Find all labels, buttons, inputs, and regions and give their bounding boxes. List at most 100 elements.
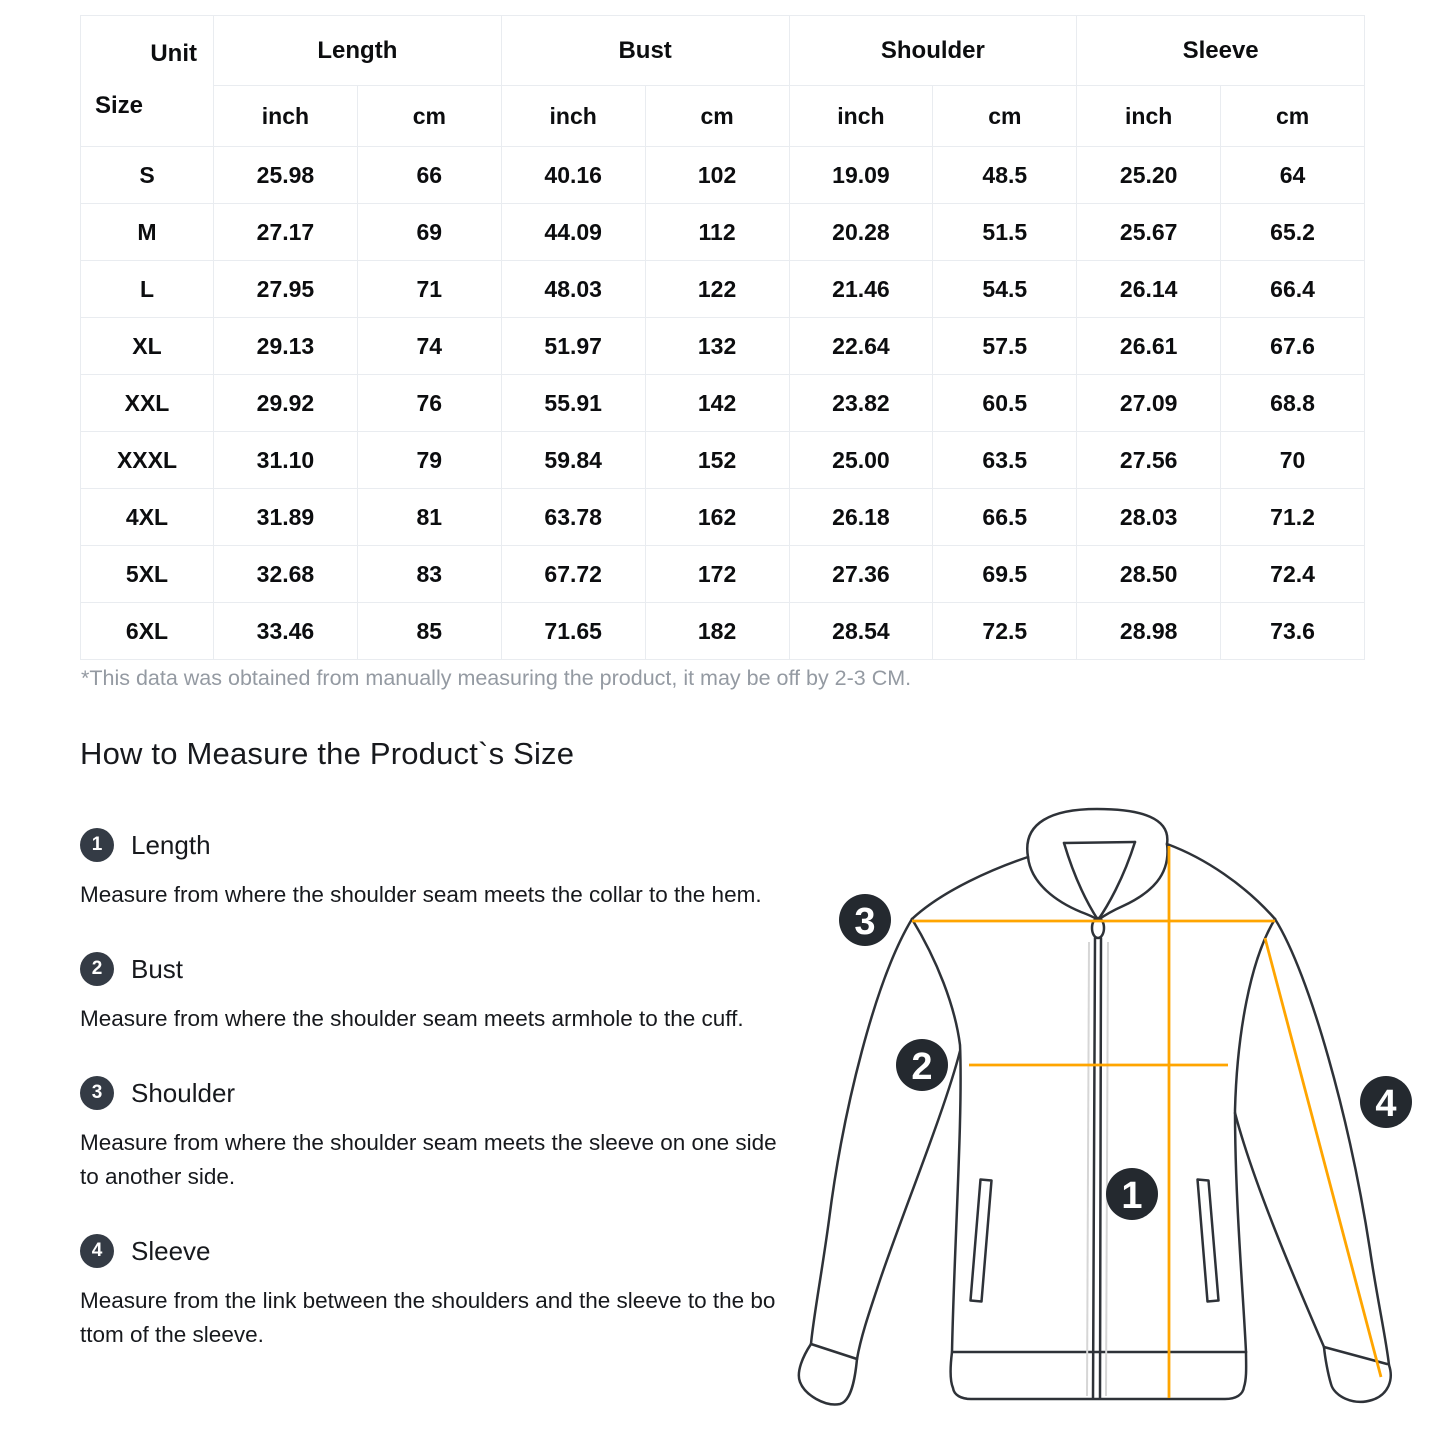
- marker-2: 2: [896, 1039, 948, 1091]
- collar-outer-left: [1026, 855, 1100, 922]
- unit-header-cm: cm: [644, 85, 790, 147]
- value-cell: 33.46: [213, 602, 358, 660]
- left-pocket-slit: [969, 1178, 993, 1303]
- measure-step: 1 Length Measure from where the shoulder s…: [80, 828, 786, 912]
- value-cell: 29.92: [213, 374, 358, 432]
- hem-band: [949, 1350, 1248, 1401]
- placket-lines: [1086, 941, 1109, 1397]
- value-cell: 31.89: [213, 488, 358, 546]
- value-cell: 64: [1220, 146, 1365, 204]
- collar-fold-line: [1062, 840, 1137, 845]
- step-description: Measure from where the shoulder seam mee…: [80, 882, 762, 907]
- step-title: Sleeve: [131, 1235, 211, 1266]
- value-cell: 83: [356, 545, 502, 603]
- measurement-lines: [912, 846, 1383, 1398]
- table-row: 6XL 33.46 85 71.65 182 28.54 72.5 28.98 73.6: [80, 602, 1365, 660]
- jacket-measure-diagram: 1 2 3 4: [785, 780, 1445, 1410]
- step-description: Measure from where the shoulder seam mee…: [80, 1130, 777, 1189]
- step-number-badge: 3: [80, 1076, 114, 1110]
- left-cuff: [797, 1342, 859, 1406]
- value-cell: 66.4: [1220, 260, 1365, 318]
- value-cell: 28.54: [788, 602, 934, 660]
- value-cell: 48.5: [932, 146, 1078, 204]
- left-sleeve-outer: [809, 917, 914, 1346]
- value-cell: 27.56: [1076, 431, 1222, 489]
- value-cell: 74: [356, 317, 502, 375]
- table-row: M 27.17 69 44.09 112 20.28 51.5 25.67 65.2: [80, 203, 1365, 261]
- value-cell: 122: [644, 260, 790, 318]
- step-title: Length: [131, 829, 211, 860]
- column-group-shoulder: Shoulder: [788, 15, 1078, 86]
- placket-line-left: [1086, 941, 1090, 1397]
- value-cell: 20.28: [788, 203, 934, 261]
- unit-header-cm: cm: [932, 85, 1078, 147]
- right-sleeve-outer: [1273, 917, 1391, 1367]
- value-cell: 66: [356, 146, 502, 204]
- value-cell: 54.5: [932, 260, 1078, 318]
- value-cell: 25.98: [213, 146, 358, 204]
- size-cell: XL: [80, 317, 214, 375]
- zipper-line-right: [1098, 936, 1103, 1400]
- size-chart-table: Unit Size Length Bust Shoulder Sleeve in…: [80, 15, 1365, 660]
- size-cell: L: [80, 260, 214, 318]
- size-cell: 6XL: [80, 602, 214, 660]
- zipper-pull: [1090, 916, 1106, 940]
- unit-header-inch: inch: [1076, 85, 1222, 147]
- value-cell: 72.4: [1220, 545, 1365, 603]
- value-cell: 22.64: [788, 317, 934, 375]
- step-description: Measure from where the shoulder seam mee…: [80, 1006, 744, 1031]
- svg-text:2: 2: [911, 1046, 932, 1088]
- left-shoulder-seam: [910, 855, 1030, 921]
- value-cell: 25.00: [788, 431, 934, 489]
- table-unit-header-row: inch cm inch cm inch cm inch cm: [81, 85, 1365, 147]
- table-row: 4XL 31.89 81 63.78 162 26.18 66.5 28.03 71.2: [80, 488, 1365, 546]
- value-cell: 28.50: [1076, 545, 1222, 603]
- measure-step-header: 1 Length: [80, 828, 786, 862]
- measure-steps-list: 1 Length Measure from where the shoulder s…: [80, 818, 786, 1392]
- corner-size-label: Size: [95, 92, 144, 119]
- right-shoulder-seam: [1165, 842, 1277, 921]
- right-sleeve-inner: [1233, 1111, 1326, 1349]
- measure-step: 4 Sleeve Measure from the link between the…: [80, 1234, 786, 1352]
- left-body-side: [910, 917, 962, 1354]
- right-body-side: [1233, 917, 1277, 1354]
- value-cell: 70: [1220, 431, 1365, 489]
- value-cell: 85: [356, 602, 502, 660]
- step-title: Shoulder: [131, 1077, 236, 1108]
- unit-size-corner-cell: Unit Size: [80, 15, 214, 147]
- diagram-markers: 1 2 3 4: [839, 894, 1412, 1220]
- value-cell: 66.5: [932, 488, 1078, 546]
- measure-step-header: 2 Bust: [80, 952, 786, 986]
- table-row: XL 29.13 74 51.97 132 22.64 57.5 26.61 67.6: [80, 317, 1365, 375]
- size-cell: S: [80, 146, 214, 204]
- value-cell: 25.20: [1076, 146, 1222, 204]
- value-cell: 71.2: [1220, 488, 1365, 546]
- column-group-sleeve: Sleeve: [1076, 15, 1365, 86]
- value-cell: 26.14: [1076, 260, 1222, 318]
- value-cell: 40.16: [500, 146, 646, 204]
- value-cell: 63.5: [932, 431, 1078, 489]
- right-pocket-slit: [1196, 1178, 1220, 1303]
- size-cell: XXXL: [80, 431, 214, 489]
- value-cell: 71: [356, 260, 502, 318]
- table-row: XXXL 31.10 79 59.84 152 25.00 63.5 27.56 70: [80, 431, 1365, 489]
- step-description: Measure from the link between the should…: [80, 1288, 776, 1347]
- value-cell: 59.84: [500, 431, 646, 489]
- unit-header-cm: cm: [356, 85, 502, 147]
- value-cell: 162: [644, 488, 790, 546]
- measure-step-header: 3 Shoulder: [80, 1076, 786, 1110]
- column-group-bust: Bust: [500, 15, 790, 86]
- measurement-disclaimer: *This data was obtained from manually me…: [81, 666, 912, 690]
- jacket-illustration: 1 2 3 4: [797, 807, 1412, 1406]
- value-cell: 73.6: [1220, 602, 1365, 660]
- unit-header-inch: inch: [213, 85, 358, 147]
- size-cell: 5XL: [80, 545, 214, 603]
- table-group-header-row: Unit Size Length Bust Shoulder Sleeve: [80, 15, 1365, 147]
- table-row: XXL 29.92 76 55.91 142 23.82 60.5 27.09 68.8: [80, 374, 1365, 432]
- value-cell: 27.17: [213, 203, 358, 261]
- step-number-badge: 4: [80, 1234, 114, 1268]
- value-cell: 21.46: [788, 260, 934, 318]
- value-cell: 19.09: [788, 146, 934, 204]
- size-cell: M: [80, 203, 214, 261]
- measure-step-header: 4 Sleeve: [80, 1234, 786, 1268]
